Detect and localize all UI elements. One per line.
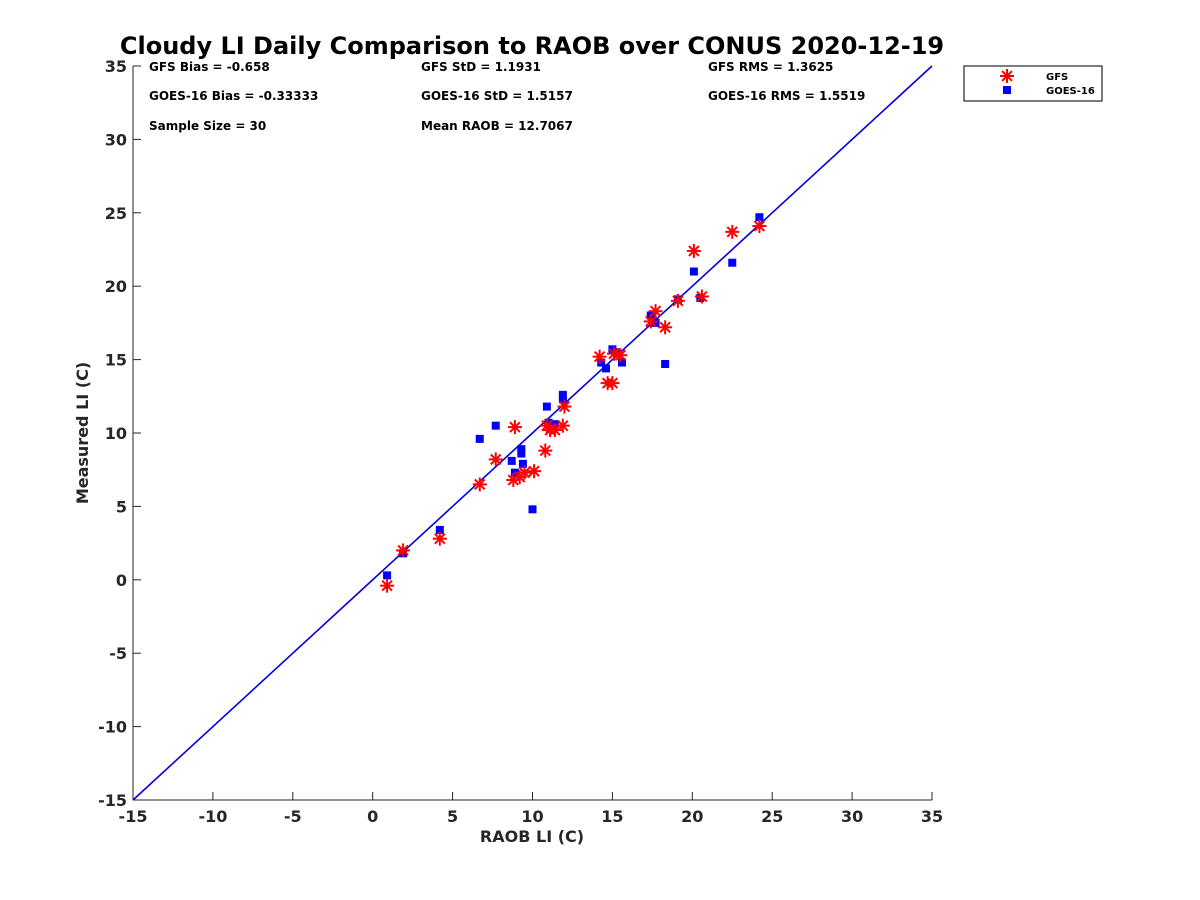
legend-gfs-label: GFS [1046,72,1068,83]
goes16-point [651,318,660,327]
legend-goes16-marker [1003,86,1011,94]
goes16-point [558,390,567,399]
goes16-point [755,213,764,222]
gfs-point [725,224,740,239]
goes16-point [542,402,551,411]
goes16-point [517,449,526,458]
goes16-point [435,525,444,534]
y-tick-label: 20 [105,277,127,296]
stat-text: GFS Bias = -0.658 [149,60,270,74]
stat-text: Mean RAOB = 12.7067 [421,119,573,133]
gfs-point [613,348,628,363]
stat-text: GFS RMS = 1.3625 [708,60,833,74]
gfs-point [555,418,570,433]
x-tick-label: 15 [601,807,623,826]
x-tick-label: 10 [521,807,543,826]
goes16-point [475,434,484,443]
y-tick-label: 5 [116,497,127,516]
gfs-point [396,543,411,558]
y-tick-label: 0 [116,571,127,590]
gfs-point [670,293,685,308]
gfs-point [507,420,522,435]
gfs-point [380,578,395,593]
legend-goes16-label: GOES-16 [1046,86,1095,97]
gfs-point [643,314,658,329]
gfs-point [605,376,620,391]
goes16-point [728,258,737,267]
gfs-point [686,243,701,258]
x-tick-label: 30 [841,807,863,826]
gfs-point [538,443,553,458]
y-tick-label: 25 [105,204,127,223]
goes16-point [602,364,611,373]
goes16-point [383,571,392,580]
stats-annotations: GFS Bias = -0.658 GFS StD = 1.1931 GFS RMS… [149,60,865,133]
gfs-point [547,423,562,438]
goes16-point [528,505,537,514]
goes16-point [491,421,500,430]
goes16-point [617,358,626,367]
goes16-point [507,456,516,465]
y-tick-label: 30 [105,130,127,149]
x-tick-label: -15 [119,807,148,826]
chart-title: Cloudy LI Daily Comparison to RAOB over … [120,32,944,60]
goes16-point [558,395,567,404]
stat-text: GOES-16 StD = 1.5157 [421,89,573,103]
stat-text: GFS StD = 1.1931 [421,60,541,74]
gfs-point [658,320,673,335]
x-tick-label: -5 [284,807,302,826]
goes16-point [518,459,527,468]
gfs-point [432,531,447,546]
gfs-point [472,477,487,492]
x-tick-label: -10 [198,807,227,826]
y-tick-label: 10 [105,424,127,443]
x-tick-label: 35 [921,807,943,826]
gfs-point [488,452,503,467]
gfs-point [694,289,709,304]
legend-gfs-marker [1000,69,1014,83]
goes16-point [597,358,606,367]
gfs-point [557,399,572,414]
y-axis-label: Measured LI (C) [73,362,92,504]
goes16-point [517,445,526,454]
y-tick-label: -5 [109,644,127,663]
y-tick-label: 15 [105,351,127,370]
y-tick-label: -15 [98,791,127,810]
gfs-point [517,465,532,480]
gfs-point [527,464,542,479]
legend-box [963,65,1103,102]
goes16-point [689,267,698,276]
stat-text: GOES-16 Bias = -0.33333 [149,89,318,103]
reference-line [132,65,933,801]
x-tick-label: 0 [367,807,378,826]
x-tick-label: 5 [447,807,458,826]
x-tick-label: 25 [761,807,783,826]
data-points [380,213,767,593]
goes16-point [661,360,670,369]
gfs-point [648,304,663,319]
x-tick-label: 20 [681,807,703,826]
stat-text: Sample Size = 30 [149,119,266,133]
stat-text: GOES-16 RMS = 1.5519 [708,89,865,103]
y-tick-label: 35 [105,57,127,76]
gfs-point [752,219,767,234]
x-axis-label: RAOB LI (C) [480,827,584,846]
gfs-point [592,349,607,364]
reference-line-group [132,65,933,801]
axes: -15 -10 -5 0 5 10 15 20 25 30 35 -15 -10 -5 0 5 10 15 20 25… [98,57,943,826]
y-tick-label: -10 [98,718,127,737]
legend: GFS GOES-16 [963,65,1103,102]
